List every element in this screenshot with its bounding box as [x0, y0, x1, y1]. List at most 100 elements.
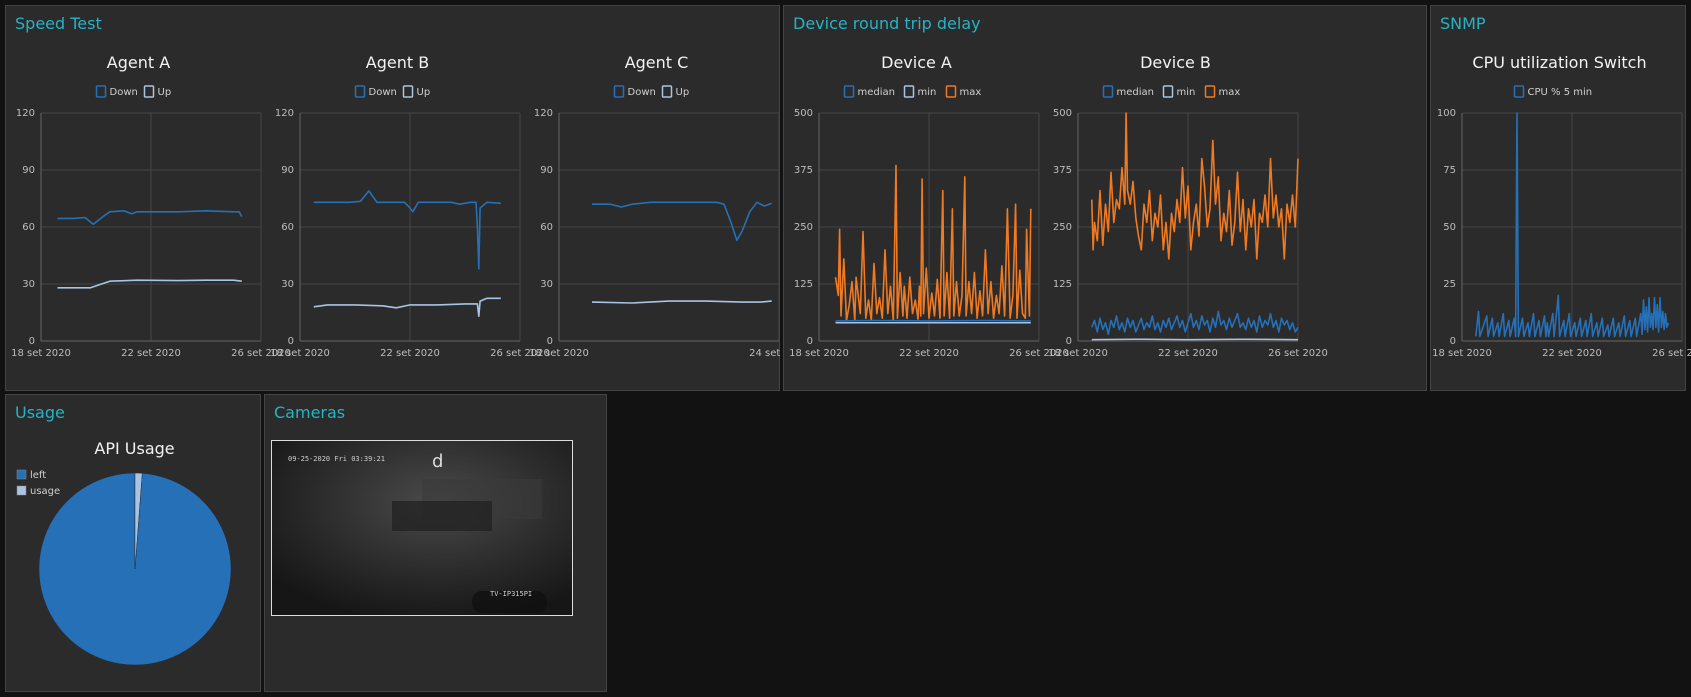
- y-tick-label: 0: [547, 336, 553, 347]
- chart-agent-a[interactable]: Agent A Down Up 0 30 60 90 120 18 set 2020 22 set…: [11, 51, 291, 381]
- legend-label-left: left: [30, 470, 46, 481]
- x-tick-label: 18 set 2020: [11, 348, 71, 359]
- usage-panel: Usage API Usage left usage: [5, 394, 261, 692]
- legend-swatch-usage: [16, 485, 27, 496]
- y-tick-label: 90: [22, 165, 35, 176]
- x-tick-label: 18 set 2020: [1048, 348, 1108, 359]
- legend-swatch-max: [1204, 85, 1216, 98]
- camera-feed[interactable]: d 09-25-2020 Fri 03:39:21 TV-IP315PI: [271, 440, 573, 616]
- x-tick-label: 26 set 2020: [1268, 348, 1328, 359]
- panel-title[interactable]: Usage: [15, 403, 65, 422]
- legend-swatch-Up: [661, 85, 673, 98]
- legend-label-median: median: [858, 87, 896, 98]
- x-tick-label: 22 set 2020: [899, 348, 959, 359]
- y-tick-label: 100: [1437, 108, 1456, 119]
- chart-svg: Agent B Down Up 0 30 60 90 120 18 set 2020 22 set…: [270, 53, 550, 359]
- y-tick-label: 500: [794, 108, 813, 119]
- x-tick-label: 26 set 2020: [1652, 348, 1691, 359]
- chart-title: Device A: [881, 53, 952, 72]
- camera-timestamp: 09-25-2020 Fri 03:39:21: [288, 455, 385, 463]
- y-tick-label: 30: [540, 279, 553, 290]
- y-tick-label: 30: [281, 279, 294, 290]
- panel-title[interactable]: SNMP: [1440, 14, 1486, 33]
- cameras-panel: Cameras d 09-25-2020 Fri 03:39:21 TV-IP3…: [264, 394, 607, 692]
- round-trip-panel: Device round trip delay Device A median mi…: [783, 5, 1427, 391]
- legend-swatch-median: [843, 85, 855, 98]
- chart-api-usage[interactable]: API Usage left usage: [7, 437, 262, 692]
- x-tick-label: 18 set 2020: [529, 348, 589, 359]
- legend-swatch-Down: [613, 85, 625, 98]
- panel-title[interactable]: Speed Test: [15, 14, 102, 33]
- chart-svg: Device A median min max 0 125 250 375 500 18 set …: [789, 53, 1069, 359]
- chart-cpu-switch[interactable]: CPU utilization Switch CPU % 5 min 0 25 50 75…: [1432, 51, 1691, 381]
- x-tick-label: 18 set 2020: [270, 348, 330, 359]
- y-tick-label: 60: [540, 222, 553, 233]
- x-tick-label: 22 set 2020: [1542, 348, 1602, 359]
- chart-title: Agent C: [625, 53, 689, 72]
- y-tick-label: 250: [794, 222, 813, 233]
- series-line-down: [592, 201, 772, 242]
- x-tick-label: 26 set 2020: [231, 348, 291, 359]
- y-tick-label: 0: [29, 336, 35, 347]
- legend-swatch-median: [1102, 85, 1114, 98]
- y-tick-label: 375: [794, 165, 813, 176]
- legend-swatch-min: [903, 85, 915, 98]
- legend-label-Up: Up: [676, 87, 690, 98]
- snmp-panel: SNMP CPU utilization Switch CPU % 5 min 0 2…: [1430, 5, 1691, 391]
- legend-swatch-CPU % 5 min: [1513, 85, 1525, 98]
- series-line-down: [57, 210, 243, 225]
- panel-title[interactable]: Cameras: [274, 403, 346, 422]
- chart-svg: Device B median min max 0 125 250 375 500 18 set …: [1048, 53, 1328, 359]
- panel-title[interactable]: Device round trip delay: [793, 14, 981, 33]
- chart-title: Device B: [1140, 53, 1211, 72]
- legend-label-Up: Up: [158, 87, 172, 98]
- camera-object-shape: [472, 591, 547, 613]
- y-tick-label: 75: [1443, 165, 1456, 176]
- chart-title: CPU utilization Switch: [1472, 53, 1646, 72]
- y-tick-label: 0: [807, 336, 813, 347]
- series-line-max: [1091, 112, 1299, 260]
- y-tick-label: 90: [281, 165, 294, 176]
- legend-swatch-left: [16, 469, 27, 480]
- y-tick-label: 250: [1053, 222, 1072, 233]
- y-tick-label: 25: [1443, 279, 1456, 290]
- chart-title: Agent A: [107, 53, 170, 72]
- x-tick-label: 24 set 2020: [749, 348, 809, 359]
- chart-svg: Agent C Down Up 0 30 60 90 120 18 set 2020 24 set…: [529, 53, 809, 359]
- speed-test-panel: Speed Test Agent A Down Up 0 30 60 90 120 18 set…: [5, 5, 809, 391]
- series-line-cpu-5-min: [1475, 112, 1670, 338]
- y-tick-label: 0: [288, 336, 294, 347]
- series-line-up: [313, 297, 501, 318]
- y-tick-label: 60: [22, 222, 35, 233]
- y-tick-label: 120: [534, 108, 553, 119]
- chart-svg: API Usage left usage: [16, 439, 232, 666]
- legend-swatch-Down: [354, 85, 366, 98]
- legend-label-min: min: [918, 87, 937, 98]
- y-tick-label: 0: [1450, 336, 1456, 347]
- y-tick-label: 375: [1053, 165, 1072, 176]
- chart-device-b[interactable]: Device B median min max 0 125 250 375 500 18 set …: [1048, 51, 1328, 381]
- y-tick-label: 60: [281, 222, 294, 233]
- chart-title: API Usage: [94, 439, 174, 458]
- chart-device-a[interactable]: Device A median min max 0 125 250 375 500 18 set …: [789, 51, 1069, 381]
- y-tick-label: 0: [1066, 336, 1072, 347]
- series-line-median: [1091, 310, 1299, 335]
- y-tick-label: 500: [1053, 108, 1072, 119]
- legend-label-Down: Down: [369, 87, 397, 98]
- legend-label-Up: Up: [417, 87, 431, 98]
- legend-label-usage: usage: [30, 486, 60, 497]
- chart-agent-c[interactable]: Agent C Down Up 0 30 60 90 120 18 set 2020 24 set…: [529, 51, 809, 381]
- chart-svg: CPU utilization Switch CPU % 5 min 0 25 50 75…: [1432, 53, 1691, 359]
- y-tick-label: 120: [16, 108, 35, 119]
- x-tick-label: 22 set 2020: [380, 348, 440, 359]
- legend-label-Down: Down: [628, 87, 656, 98]
- legend-swatch-min: [1162, 85, 1174, 98]
- chart-agent-b[interactable]: Agent B Down Up 0 30 60 90 120 18 set 2020 22 set…: [270, 51, 550, 381]
- chart-title: Agent B: [366, 53, 429, 72]
- x-tick-label: 18 set 2020: [1432, 348, 1492, 359]
- camera-label: TV-IP315PI: [490, 590, 533, 598]
- x-tick-label: 22 set 2020: [1158, 348, 1218, 359]
- legend-swatch-max: [945, 85, 957, 98]
- series-line-down: [313, 190, 501, 270]
- legend-label-CPU % 5 min: CPU % 5 min: [1528, 87, 1593, 98]
